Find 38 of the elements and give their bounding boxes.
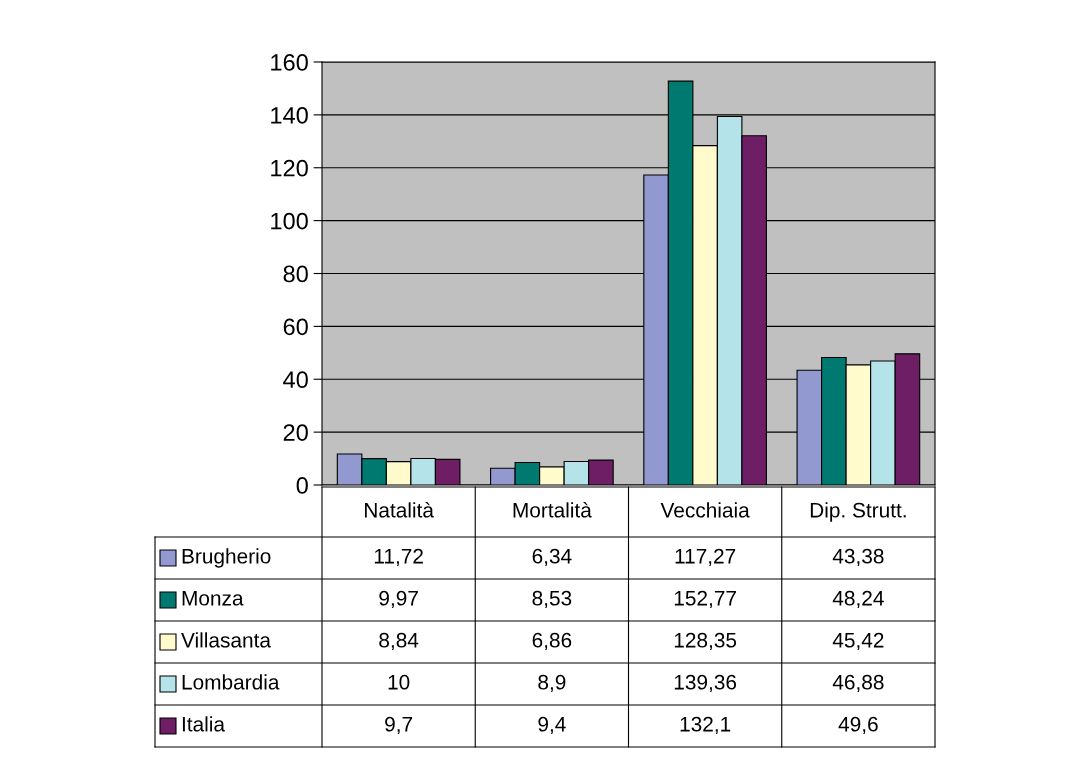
data-label: 9,97 xyxy=(379,590,418,609)
y-tick-label: 20 xyxy=(283,424,308,441)
data-label: 11,72 xyxy=(374,548,423,567)
data-label: 45,42 xyxy=(832,632,884,651)
y-tick-label: 140 xyxy=(271,106,308,124)
data-label: 6,86 xyxy=(532,632,572,651)
data-label: 132,1 xyxy=(680,716,731,735)
data-label: 8,84 xyxy=(379,632,419,651)
y-tick-label: 120 xyxy=(271,159,308,177)
y-tick-label: 0 xyxy=(296,477,308,494)
y-tick-label: 80 xyxy=(283,265,308,283)
data-label: 43,38 xyxy=(832,548,884,567)
y-tick-label: 160 xyxy=(271,54,308,71)
data-label: 6,34 xyxy=(532,548,572,567)
data-label: 9,4 xyxy=(538,716,566,735)
data-label: 48,24 xyxy=(832,590,884,609)
data-label: 128,35 xyxy=(674,632,737,651)
x-tick-label: Vecchiaia xyxy=(660,502,750,518)
x-tick-label: Mortalità xyxy=(513,502,592,518)
x-tick-label: Dip. Strutt. xyxy=(810,502,906,522)
y-tick-label: 40 xyxy=(283,371,308,389)
data-label: 152,77 xyxy=(674,590,736,609)
data-label: 139,36 xyxy=(674,674,737,693)
legend-label: Brugherio xyxy=(182,548,271,568)
legend-label: Italia xyxy=(182,716,226,732)
data-label: 49,6 xyxy=(838,716,878,735)
data-label: 46,88 xyxy=(832,674,884,693)
y-tick-label: 100 xyxy=(271,212,308,230)
data-label: 9,7 xyxy=(385,716,413,735)
data-label: 8,9 xyxy=(538,674,566,693)
y-tick-label: 60 xyxy=(283,318,308,336)
x-tick-label: Natalità xyxy=(365,502,434,518)
data-label: 117,27 xyxy=(675,548,736,567)
legend-label: Villasanta xyxy=(181,632,271,648)
legend-label: Monza xyxy=(182,591,244,606)
data-label: 10 xyxy=(388,674,410,690)
legend-label: Lombardia xyxy=(182,674,280,690)
data-label: 8,53 xyxy=(532,590,572,609)
